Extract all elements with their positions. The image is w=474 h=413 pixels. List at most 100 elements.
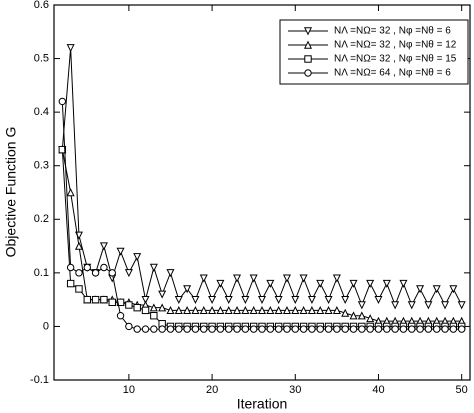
marker xyxy=(407,301,416,310)
marker xyxy=(174,295,183,304)
marker xyxy=(158,303,167,312)
marker xyxy=(216,325,225,333)
marker xyxy=(332,306,341,315)
x-axis-label: Iteration xyxy=(237,396,288,412)
marker xyxy=(308,325,316,333)
marker xyxy=(303,27,313,36)
marker xyxy=(324,306,333,315)
marker xyxy=(274,306,283,315)
marker xyxy=(149,263,158,272)
marker xyxy=(324,295,333,304)
legend-label: NΛ =NΩ= 64 , Nφ =Nθ = 6 xyxy=(334,68,451,79)
y-axis-label: Objective Function G xyxy=(3,127,19,258)
marker xyxy=(257,295,267,304)
marker xyxy=(166,269,175,278)
x-tick-label: 40 xyxy=(372,384,384,396)
marker xyxy=(133,325,141,333)
marker xyxy=(74,241,83,250)
marker xyxy=(224,295,233,304)
marker xyxy=(91,295,100,304)
marker xyxy=(449,285,458,294)
marker xyxy=(141,325,150,333)
marker xyxy=(116,298,125,307)
marker xyxy=(224,306,233,315)
marker xyxy=(100,295,108,304)
marker xyxy=(150,325,158,333)
marker xyxy=(133,253,142,262)
plot-frame xyxy=(53,4,471,381)
marker xyxy=(58,145,67,154)
x-tick-label: 10 xyxy=(123,384,135,396)
marker xyxy=(108,298,116,307)
marker xyxy=(125,301,133,309)
marker xyxy=(149,303,158,312)
marker xyxy=(116,247,125,256)
marker xyxy=(166,325,175,333)
marker xyxy=(374,325,383,333)
marker xyxy=(266,306,275,315)
marker xyxy=(349,279,358,288)
marker xyxy=(58,97,67,106)
marker xyxy=(233,325,241,333)
marker xyxy=(391,301,400,310)
marker xyxy=(233,274,242,283)
marker xyxy=(133,303,141,312)
marker xyxy=(299,325,308,333)
marker xyxy=(303,40,313,49)
marker xyxy=(357,301,366,310)
marker xyxy=(457,301,466,310)
marker xyxy=(191,306,200,315)
y-tick-label: 0.5 xyxy=(34,52,49,64)
marker xyxy=(266,279,275,288)
marker xyxy=(366,314,375,323)
x-tick-label: 30 xyxy=(289,384,301,396)
marker xyxy=(441,301,450,310)
marker xyxy=(416,325,424,333)
marker xyxy=(433,325,441,333)
marker xyxy=(191,325,200,333)
marker xyxy=(274,325,283,333)
legend-label: NΛ =NΩ= 32 , Nφ =Nθ = 15 xyxy=(334,54,457,65)
marker xyxy=(208,325,216,333)
marker xyxy=(349,325,358,333)
marker xyxy=(233,306,242,315)
marker xyxy=(399,279,408,288)
marker xyxy=(304,69,312,77)
marker xyxy=(158,290,167,299)
marker xyxy=(66,188,75,197)
marker xyxy=(341,308,350,317)
marker xyxy=(316,325,324,333)
marker xyxy=(349,311,358,320)
marker xyxy=(424,301,433,310)
marker xyxy=(183,325,191,333)
marker xyxy=(83,295,91,304)
marker xyxy=(299,306,308,315)
marker xyxy=(66,279,75,288)
marker xyxy=(225,325,233,333)
legend-label: NΛ =NΩ= 32 , Nφ =Nθ = 6 xyxy=(334,26,451,37)
marker xyxy=(100,263,108,272)
y-tick-label: -0.1 xyxy=(30,374,49,386)
marker xyxy=(158,325,166,333)
marker xyxy=(124,269,133,278)
series-line xyxy=(61,47,463,307)
marker xyxy=(99,242,108,251)
y-tick-label: 0.2 xyxy=(34,213,49,225)
marker xyxy=(457,325,466,333)
marker xyxy=(191,295,200,304)
y-tick-label: 0 xyxy=(43,320,49,332)
marker xyxy=(174,306,183,315)
marker xyxy=(382,279,391,288)
marker xyxy=(125,322,133,331)
marker xyxy=(424,325,433,333)
marker xyxy=(183,306,192,315)
marker xyxy=(150,312,158,320)
marker xyxy=(166,306,175,315)
marker xyxy=(183,285,192,294)
marker xyxy=(83,263,91,272)
x-tick-label: 50 xyxy=(456,384,468,396)
marker xyxy=(383,325,391,333)
marker xyxy=(199,306,208,315)
marker xyxy=(357,311,366,320)
